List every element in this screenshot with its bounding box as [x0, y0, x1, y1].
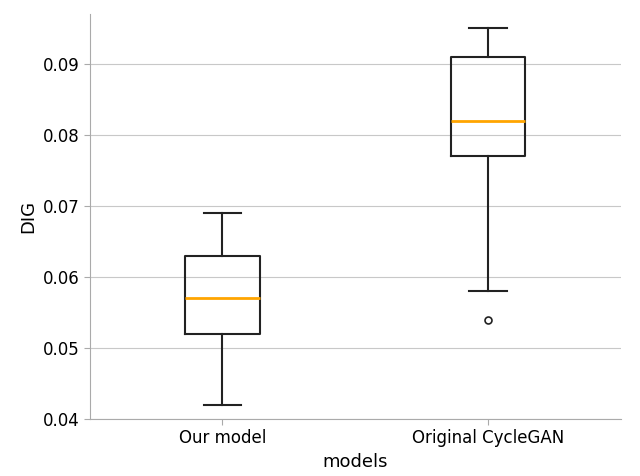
X-axis label: models: models [323, 453, 388, 471]
Y-axis label: DIG: DIG [19, 200, 37, 233]
